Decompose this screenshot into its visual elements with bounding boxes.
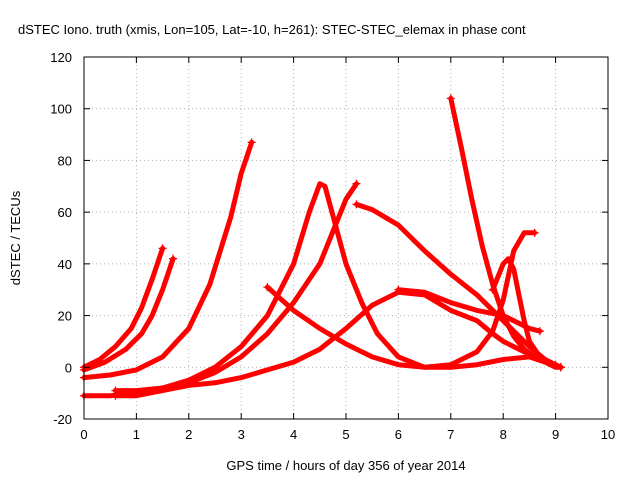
grid [84,57,608,419]
x-tick-label: 3 [238,427,245,442]
x-tick-labels: 0 1 2 3 4 5 6 7 8 9 10 [80,427,615,442]
series-arc-5 [111,179,361,395]
axis-ticks [83,56,609,420]
chart-title: dSTEC Iono. truth (xmis, Lon=105, Lat=-1… [18,22,526,37]
x-tick-label: 2 [185,427,192,442]
series-line [395,287,543,334]
data-point [530,228,539,237]
y-tick-label: 100 [50,102,72,117]
series-line [448,95,559,368]
series-arc-10 [488,256,565,372]
x-tick-label: 7 [447,427,454,442]
series-line [81,139,255,381]
data-point [263,283,272,292]
series-line [264,230,538,370]
x-tick-label: 5 [342,427,349,442]
series-line [81,256,176,373]
series-line [112,181,359,394]
x-tick-label: 4 [290,427,297,442]
y-tick-labels: -20 0 20 40 60 80 100 120 [50,50,72,427]
series-arc-7 [263,228,539,370]
series-line [490,256,564,370]
y-tick-label: 120 [50,50,72,65]
data-point [111,391,120,400]
x-tick-label: 0 [80,427,87,442]
data-point [556,363,565,372]
y-tick-label: 40 [58,257,72,272]
data-point [394,285,403,294]
y-axis-label: dSTEC / TECUs [8,190,23,285]
series-line [81,245,166,370]
y-tick-label: 80 [58,153,72,168]
y-tick-label: -20 [53,412,72,427]
data-point [535,327,544,336]
data-point [247,138,256,147]
data-point [488,285,497,294]
x-tick-label: 1 [133,427,140,442]
y-tick-label: 20 [58,309,72,324]
data-point [352,200,361,209]
data-point [158,244,167,253]
series-arc-11 [394,285,544,336]
x-tick-label: 10 [601,427,615,442]
data-point [169,254,178,263]
data-point [352,179,361,188]
y-tick-label: 60 [58,205,72,220]
x-tick-label: 6 [395,427,402,442]
y-tick-label: 0 [65,360,72,375]
x-axis-label: GPS time / hours of day 356 of year 2014 [226,458,465,473]
x-tick-label: 9 [552,427,559,442]
series-layer [80,94,565,400]
series-arc-3 [80,138,256,382]
x-tick-label: 8 [500,427,507,442]
series-arc-9 [446,94,560,369]
data-point [446,94,455,103]
